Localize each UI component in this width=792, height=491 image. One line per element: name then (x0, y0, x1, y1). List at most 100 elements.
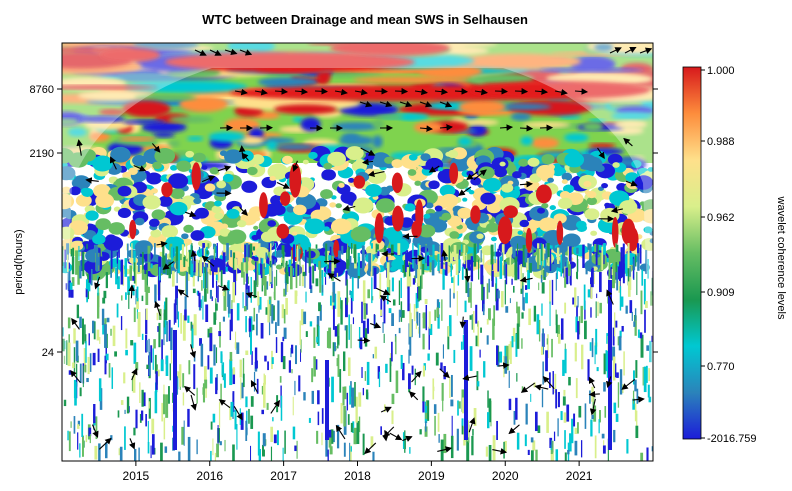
heat-streak (224, 440, 225, 451)
heat-blob (391, 159, 403, 168)
heat-blob (336, 203, 342, 208)
heat-streak (146, 365, 149, 369)
heat-streak (457, 429, 459, 451)
heat-streak (148, 442, 150, 453)
heat-streak (561, 318, 564, 339)
heat-streak (274, 259, 275, 265)
heat-streak (616, 372, 619, 378)
heat-streak (423, 366, 425, 377)
heat-streak (441, 299, 442, 321)
heat-streak (284, 431, 286, 454)
heat-streak (530, 394, 531, 402)
heat-streak (210, 290, 212, 299)
heat-streak (295, 345, 297, 364)
heat-streak (70, 283, 73, 290)
heat-streak (542, 389, 543, 407)
heat-blob (457, 208, 472, 219)
heat-blob (195, 208, 209, 219)
heat-streak (121, 295, 122, 300)
heat-streak (479, 350, 480, 358)
phase-arrow (515, 91, 527, 92)
heat-streak (72, 257, 74, 274)
heat-streak (188, 252, 189, 267)
heat-blob (585, 190, 591, 194)
heat-streak (422, 334, 424, 350)
heat-streak (216, 281, 217, 298)
heat-streak (603, 445, 606, 453)
heat-streak (575, 441, 578, 456)
heat-streak (395, 336, 396, 354)
heat-streak (400, 310, 402, 317)
heat-blob (414, 122, 443, 133)
heat-streak (594, 244, 596, 252)
heat-blob (541, 154, 554, 164)
heat-streak (412, 243, 413, 268)
heat-blob (161, 182, 172, 197)
heat-streak (305, 292, 306, 303)
heat-streak (194, 314, 197, 335)
heat-streak (272, 357, 274, 364)
heat-streak (427, 400, 429, 421)
heat-streak (520, 264, 522, 289)
heat-streak (432, 378, 434, 399)
heat-streak (599, 272, 602, 292)
heat-streak (146, 308, 148, 320)
heat-streak (111, 245, 113, 269)
heat-streak (646, 447, 648, 465)
heat-streak (547, 338, 548, 344)
heat-streak (497, 290, 500, 298)
heat-streak (352, 277, 354, 301)
heat-blob (119, 137, 156, 141)
heat-streak (234, 410, 236, 430)
heat-streak (316, 337, 318, 343)
heat-streak (218, 331, 221, 336)
heat-streak (371, 277, 372, 303)
heat-blob (226, 209, 239, 219)
heat-blob (469, 190, 475, 194)
heat-blob (171, 188, 185, 199)
heat-streak (417, 269, 420, 287)
heat-streak (85, 341, 86, 363)
heat-streak (535, 412, 538, 431)
heat-streak (117, 252, 118, 264)
heat-streak (557, 418, 558, 436)
heat-streak (68, 317, 71, 328)
heat-streak (495, 283, 496, 301)
heat-streak (91, 269, 93, 285)
heat-streak (634, 380, 636, 392)
heat-blob (154, 148, 175, 164)
heat-streak (331, 263, 334, 271)
heat-streak (528, 450, 530, 455)
colorbar-tick-label: 1.000 (707, 65, 735, 77)
heat-streak (471, 436, 473, 455)
heat-streak (457, 291, 458, 316)
heat-streak (245, 421, 247, 441)
heat-streak (535, 450, 537, 465)
heat-streak (251, 396, 254, 407)
heat-blob (512, 171, 522, 178)
heat-streak (638, 329, 640, 337)
heat-streak (281, 257, 282, 263)
heat-blob (501, 183, 513, 192)
phase-arrow (395, 91, 407, 92)
heat-streak (127, 244, 129, 261)
phase-arrow (520, 128, 532, 129)
heat-streak (589, 244, 591, 269)
heat-blob (253, 226, 258, 230)
heat-streak (576, 378, 578, 398)
heat-blob (223, 174, 234, 182)
heat-streak (476, 371, 478, 390)
heat-streak (456, 254, 459, 275)
heat-streak (361, 302, 363, 323)
heat-streak (635, 308, 636, 320)
heat-streak (401, 355, 403, 369)
heat-streak (204, 267, 206, 292)
heat-streak (240, 360, 242, 378)
heat-streak (616, 414, 619, 422)
heat-blob (619, 200, 637, 214)
heat-streak (450, 400, 453, 407)
heat-streak (496, 345, 498, 365)
heat-streak (409, 313, 412, 337)
heat-streak (373, 354, 374, 358)
